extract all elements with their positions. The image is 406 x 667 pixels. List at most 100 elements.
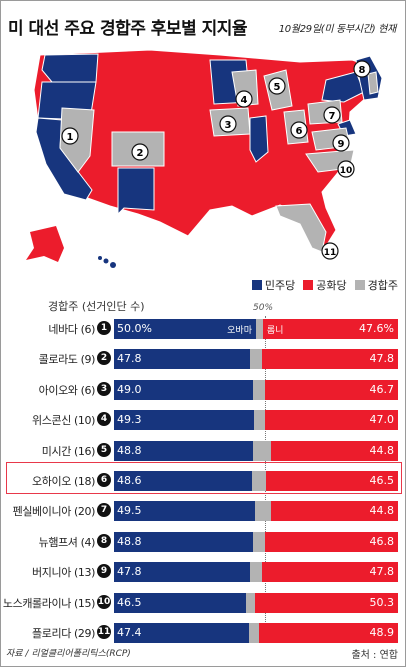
state-number-badge: 4 — [97, 412, 111, 427]
romney-bar-segment: 44.8 — [270, 501, 398, 522]
romney-label: 롬니 — [266, 326, 284, 336]
poll-bar: 49.5 44.8 — [114, 501, 398, 522]
state-number-badge: 11 — [97, 625, 111, 639]
svg-text:2: 2 — [137, 148, 144, 159]
romney-bar-segment: 47.8 — [262, 562, 398, 583]
fifty-percent-label: 50% — [253, 303, 274, 313]
svg-text:4: 4 — [241, 95, 248, 106]
state-label: 뉴햄프셔 (4) — [38, 535, 96, 549]
state-number-badge: 6 — [97, 473, 111, 487]
romney-bar-segment: 48.9 — [259, 623, 398, 643]
poll-bar: 49.0 46.7 — [114, 379, 398, 400]
state-hawaii-2 — [103, 258, 109, 264]
state-number-badge: 3 — [97, 381, 111, 396]
svg-text:3: 3 — [225, 120, 232, 131]
table-row: 버지니아 (13) 9 47.8 47.8 — [0, 560, 406, 586]
obama-bar-segment: 48.8 — [114, 440, 253, 461]
table-row: 오하이오 (18) 6 48.6 46.5 — [0, 469, 406, 495]
obama-bar-segment: 48.6 — [114, 471, 253, 491]
table-header: 경합주 (선거인단 수) — [48, 300, 145, 313]
svg-text:10: 10 — [340, 166, 353, 176]
poll-bar: 49.3 47.0 — [114, 410, 398, 431]
obama-value: 48.8 — [117, 534, 142, 548]
state-alaska — [26, 226, 64, 262]
svg-text:7: 7 — [329, 111, 336, 122]
obama-value: 49.5 — [117, 504, 142, 518]
state-label: 아이오와 (6) — [38, 383, 96, 397]
poll-bar: 47.4 48.9 — [114, 623, 398, 643]
map-marker-3: 3 — [219, 115, 237, 133]
state-number-badge: 10 — [97, 594, 111, 609]
map-legend: 민주당 공화당 경합주 — [251, 277, 398, 293]
state-washington — [41, 53, 99, 83]
obama-bar-segment: 47.8 — [114, 562, 250, 583]
poll-bar: 47.8 47.8 — [114, 562, 398, 583]
poll-bar: 50.0% 오바마 롬니 47.6% — [114, 319, 398, 339]
romney-value: 50.3 — [369, 595, 395, 609]
obama-value: 46.5 — [117, 595, 142, 609]
table-row: 미시간 (16) 5 48.8 44.8 — [0, 439, 406, 465]
obama-bar-segment: 47.8 — [114, 349, 250, 370]
state-florida — [275, 203, 327, 253]
source-note: 자료 / 리얼클리어폴리틱스(RCP) — [6, 649, 131, 659]
romney-value: 46.8 — [369, 534, 395, 548]
legend-democrat: 민주당 — [251, 277, 295, 293]
state-number-badge: 5 — [97, 442, 111, 457]
state-label: 노스캐롤라이나 (15) — [2, 596, 96, 610]
state-new-hampshire — [367, 71, 379, 95]
map-marker-2: 2 — [131, 143, 149, 161]
romney-value: 48.9 — [369, 626, 395, 639]
romney-value: 46.7 — [369, 382, 395, 396]
state-label: 오하이오 (18) — [32, 475, 95, 488]
state-number-badge: 9 — [97, 564, 111, 579]
credit-note: 출처 : 연합 — [351, 650, 398, 661]
date-note: 10월29일(미 동부시간) 현재 — [278, 24, 397, 35]
romney-bar-segment: 46.8 — [265, 531, 398, 552]
state-hawaii-3 — [110, 262, 116, 268]
romney-bar-segment: 44.8 — [270, 440, 398, 461]
romney-value: 46.5 — [369, 474, 395, 487]
state-hawaii-1 — [98, 256, 102, 260]
poll-bar: 46.5 50.3 — [114, 592, 398, 613]
map-marker-6: 6 — [290, 121, 308, 139]
romney-value: 44.8 — [369, 443, 395, 457]
obama-bar-segment: 50.0% 오바마 — [114, 319, 256, 339]
romney-bar-segment: 47.0 — [264, 410, 398, 431]
obama-value: 49.3 — [117, 413, 142, 427]
map-marker-10: 10 — [337, 160, 355, 178]
obama-bar-segment: 46.5 — [114, 592, 247, 613]
state-label: 콜로라도 (9) — [38, 353, 96, 367]
poll-bar: 47.8 47.8 — [114, 349, 398, 370]
romney-bar-segment: 50.3 — [255, 592, 398, 613]
map-marker-8: 8 — [353, 60, 371, 78]
table-row: 네바다 (6) 1 50.0% 오바마 롬니 47.6% — [0, 317, 406, 343]
obama-bar-segment: 49.0 — [114, 379, 254, 400]
romney-bar-segment: 46.7 — [265, 379, 398, 400]
state-number-badge: 1 — [97, 321, 111, 335]
state-new-york — [321, 71, 365, 103]
obama-bar-segment: 49.5 — [114, 501, 255, 522]
state-illinois — [249, 115, 269, 163]
romney-value: 47.8 — [369, 565, 395, 579]
table-row: 플로리다 (29) 11 47.4 48.9 — [0, 621, 406, 647]
obama-bar-segment: 47.4 — [114, 623, 249, 643]
poll-bar: 48.8 46.8 — [114, 531, 398, 552]
obama-value: 47.8 — [117, 565, 142, 579]
state-label: 버지니아 (13) — [32, 566, 95, 580]
state-label: 네바다 (6) — [48, 323, 95, 336]
map-marker-7: 7 — [323, 106, 341, 124]
svg-text:11: 11 — [324, 248, 337, 258]
map-marker-9: 9 — [332, 134, 350, 152]
obama-label: 오바마 — [227, 326, 252, 336]
state-number-badge: 2 — [97, 351, 111, 366]
state-number-badge: 7 — [97, 503, 111, 518]
svg-text:6: 6 — [296, 126, 303, 137]
table-row: 펜실베이니아 (20) 7 49.5 44.8 — [0, 499, 406, 525]
state-label: 펜실베이니아 (20) — [12, 505, 96, 519]
poll-bar: 48.8 44.8 — [114, 440, 398, 461]
romney-value: 47.6% — [359, 322, 394, 335]
romney-bar-segment: 47.8 — [262, 349, 398, 370]
map-marker-4: 4 — [235, 90, 253, 108]
legend-swing: 경합주 — [354, 277, 398, 293]
state-label: 미시간 (16) — [41, 444, 96, 458]
